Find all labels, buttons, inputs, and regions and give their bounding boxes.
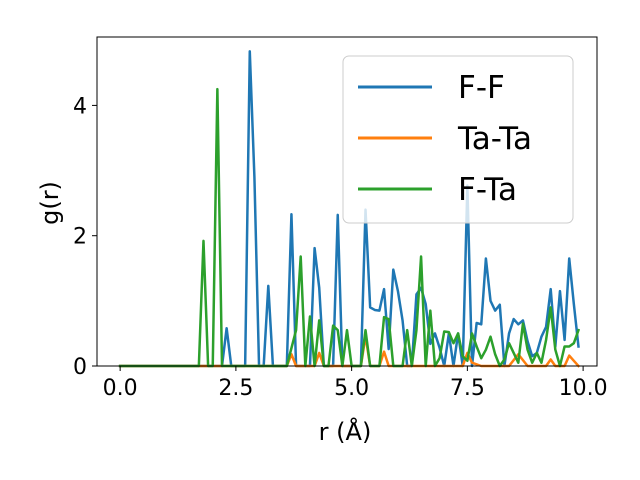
- y-axis-label: g(r): [36, 181, 64, 225]
- x-tick-label: 2.5: [218, 376, 253, 401]
- legend-entry-label: F-F: [458, 70, 505, 106]
- x-tick-label: 7.5: [450, 376, 485, 401]
- legend: F-F Ta-Ta F-Ta: [342, 55, 574, 224]
- x-tick-label: 10.0: [559, 376, 608, 401]
- legend-entry-label: Ta-Ta: [457, 121, 532, 157]
- legend-entry-label: F-Ta: [458, 172, 517, 208]
- axes: 0.0 2.5 5.0 7.5 10.0 0 2 4: [73, 36, 608, 401]
- y-tick-label: 4: [73, 94, 87, 119]
- x-tick-label: 5.0: [334, 376, 369, 401]
- axes-frame: [96, 36, 598, 367]
- x-axis-label: r (Å): [319, 417, 372, 446]
- y-tick-label: 2: [73, 225, 87, 250]
- y-tick-label: 0: [73, 355, 87, 380]
- x-tick-label: 0.0: [103, 376, 138, 401]
- legend-box: [342, 55, 574, 224]
